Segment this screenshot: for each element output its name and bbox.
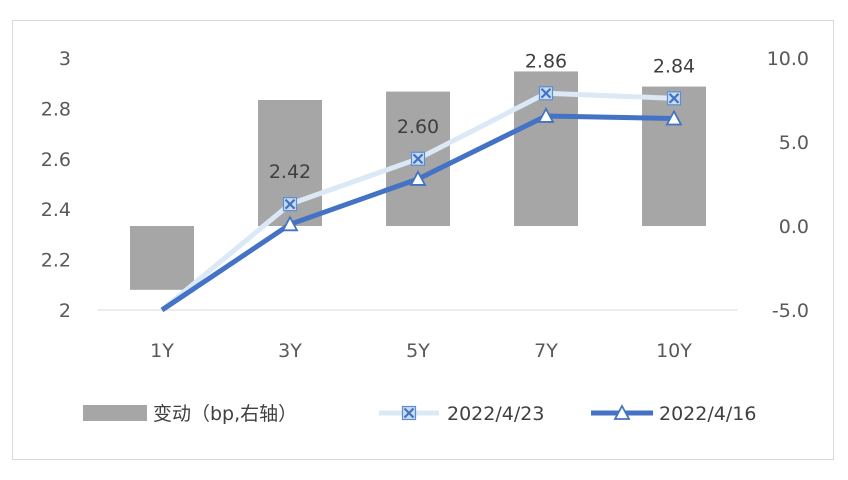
left-tick-2.4: 2.4	[41, 199, 71, 221]
right-tick-10.0: 10.0	[767, 48, 809, 70]
legend-label-2022-4-23: 2022/4/23	[447, 403, 544, 425]
x-tick-10Y: 10Y	[656, 340, 692, 362]
left-tick-3: 3	[59, 48, 71, 70]
legend-marker-2022-4-16	[613, 404, 631, 420]
marker-2022-4-23-3Y	[284, 198, 296, 210]
marker-2022-4-16-3Y	[281, 215, 299, 232]
legend-label-2022-4-16: 2022/4/16	[659, 403, 756, 425]
marker-2022-4-16-10Y	[665, 109, 683, 126]
marker-2022-4-16-7Y	[537, 107, 555, 123]
left-tick-2.6: 2.6	[41, 149, 71, 171]
chart-frame: 2 2.2 2.4 2.6 2.8 3 -5.0 0.0 5.0 10.0 1Y 3Y 5Y 7Y 10Y 2…	[12, 20, 834, 460]
x-tick-3Y: 3Y	[278, 340, 302, 362]
right-tick-5.0: 5.0	[779, 132, 809, 154]
combo-chart: 2 2.2 2.4 2.6 2.8 3 -5.0 0.0 5.0 10.0 1Y 3Y 5Y 7Y 10Y 2…	[41, 48, 809, 425]
bar-10Y	[642, 86, 706, 226]
x-tick-5Y: 5Y	[406, 340, 430, 362]
right-tick-0.0: 0.0	[779, 216, 809, 238]
data-label-3Y: 2.42	[269, 161, 311, 183]
legend-bar-label: 变动（bp,右轴）	[153, 403, 297, 425]
marker-2022-4-23-5Y	[412, 153, 424, 165]
data-label-5Y: 2.60	[397, 116, 439, 138]
left-tick-2.8: 2.8	[41, 98, 71, 120]
x-tick-7Y: 7Y	[534, 340, 558, 362]
bar-1Y	[130, 226, 194, 290]
data-label-10Y: 2.84	[653, 55, 695, 77]
right-tick--5.0: -5.0	[772, 300, 809, 322]
data-label-7Y: 2.86	[525, 50, 567, 72]
left-tick-2: 2	[59, 300, 71, 322]
left-tick-2.2: 2.2	[41, 250, 71, 272]
x-tick-1Y: 1Y	[150, 340, 174, 362]
marker-2022-4-23-7Y	[540, 88, 552, 99]
marker-2022-4-23-10Y	[668, 93, 680, 104]
legend-marker-2022-4-23	[403, 407, 415, 419]
legend-bar-swatch	[83, 405, 147, 421]
marker-2022-4-16-5Y	[409, 170, 427, 186]
